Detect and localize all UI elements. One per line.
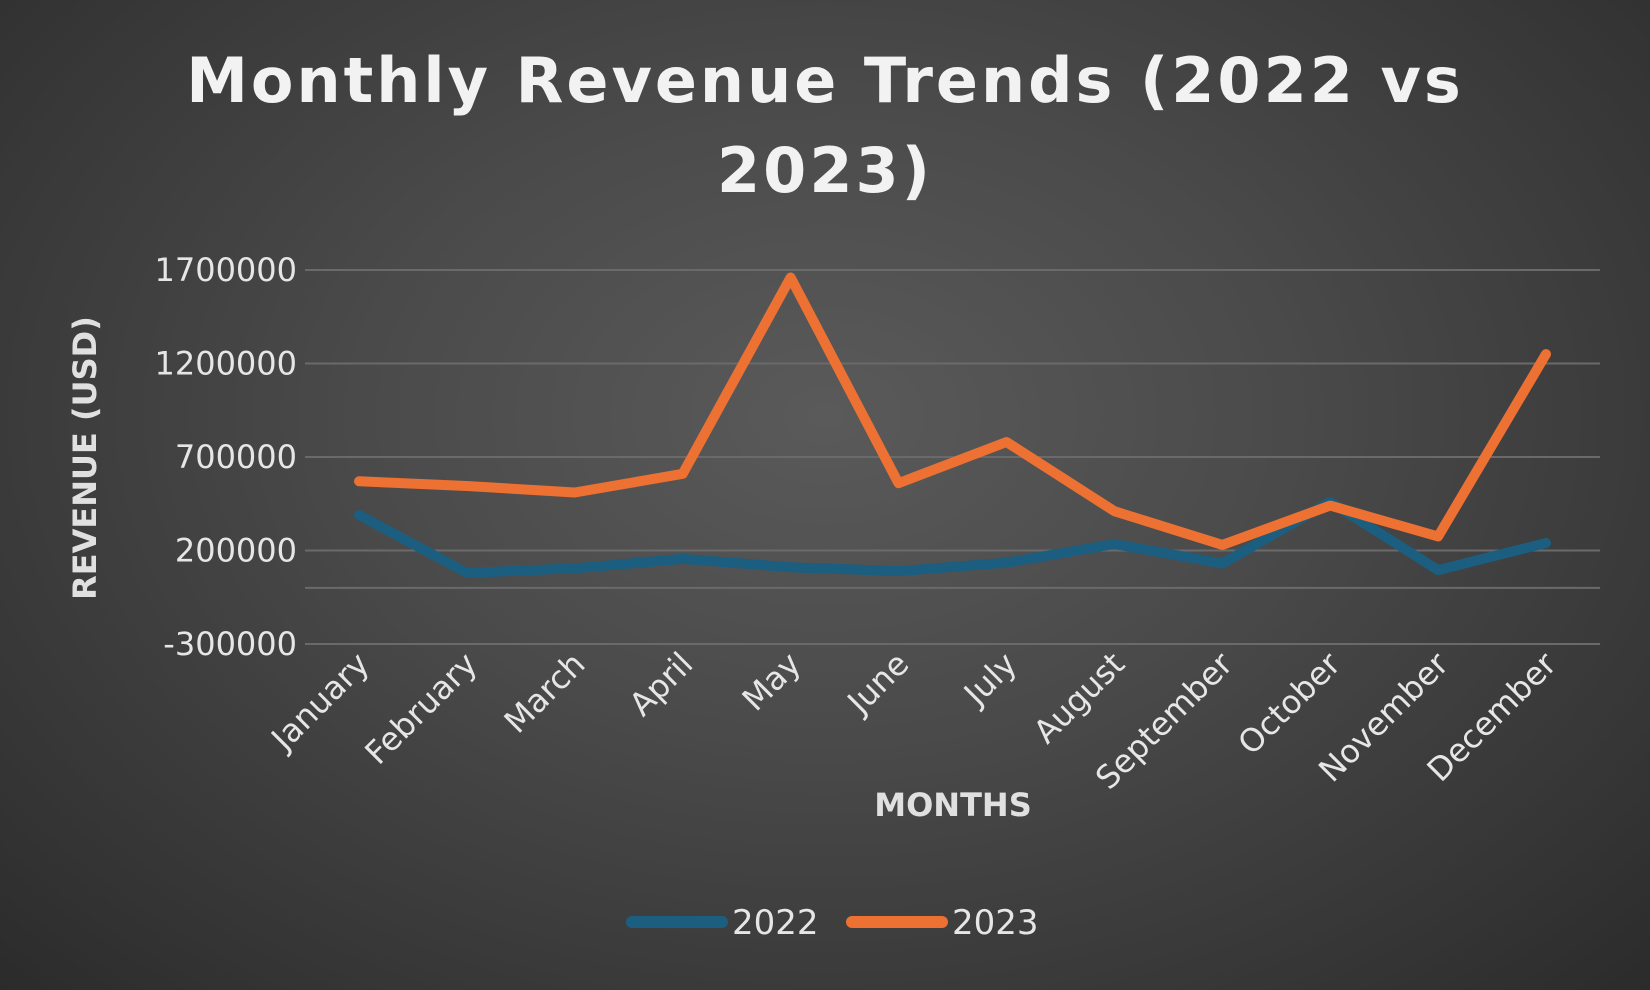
y-tick-label: 1200000 xyxy=(154,345,297,383)
legend-label-2023: 2023 xyxy=(952,903,1039,943)
chart-title-line-1: Monthly Revenue Trends (2022 vs xyxy=(186,44,1464,117)
legend: 2022 2023 xyxy=(626,903,1039,943)
x-tick-label: March xyxy=(497,645,593,741)
x-tick-label: February xyxy=(357,645,484,772)
x-axis-title: MONTHS xyxy=(874,786,1031,824)
x-tick-label: August xyxy=(1026,645,1132,751)
x-tick-label: July xyxy=(955,645,1024,714)
y-tick-label: 1700000 xyxy=(154,251,297,289)
y-tick-label: -300000 xyxy=(163,625,297,663)
x-tick-label: June xyxy=(839,645,917,723)
y-axis-title: REVENUE (USD) xyxy=(66,316,104,600)
y-tick-label: 700000 xyxy=(175,438,297,476)
y-axis-ticks: -300000 200000 700000 1200000 1700000 xyxy=(154,251,297,663)
legend-label-2022: 2022 xyxy=(732,903,819,943)
gridlines xyxy=(305,269,1600,645)
x-tick-label: May xyxy=(735,645,809,719)
y-tick-label: 200000 xyxy=(175,532,297,570)
series-line-2023 xyxy=(354,272,1551,550)
series-lines xyxy=(354,272,1551,578)
x-tick-label: April xyxy=(622,645,701,724)
chart-title-line-2: 2023) xyxy=(717,134,933,207)
